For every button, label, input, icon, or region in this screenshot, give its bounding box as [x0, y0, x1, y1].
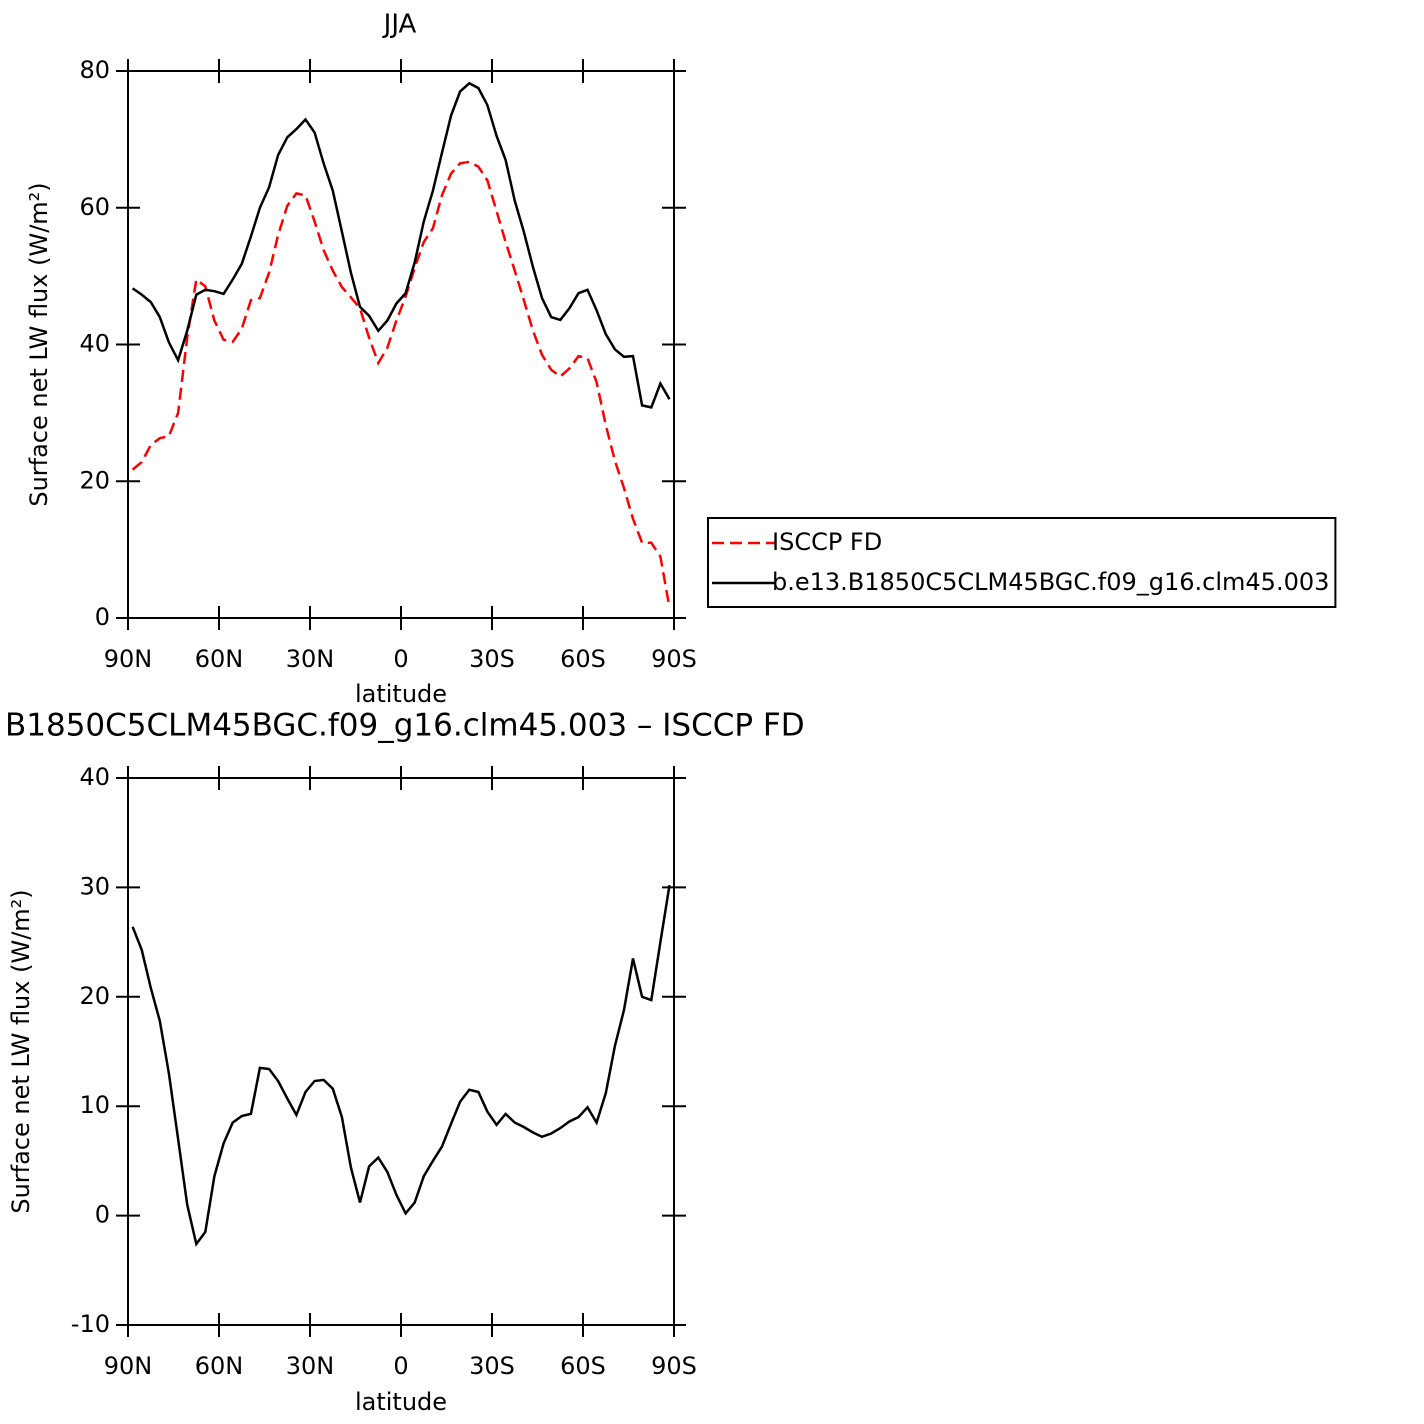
x-tick-label: 90S — [651, 1352, 697, 1380]
y-tick-label: 80 — [79, 56, 110, 84]
y-tick-label: 60 — [79, 193, 110, 221]
x-tick-label: 60S — [560, 645, 606, 673]
x-tick-label: 30N — [286, 645, 335, 673]
y-tick-label: 0 — [95, 1201, 110, 1229]
data-line — [131, 160, 671, 608]
y-tick-label: 40 — [79, 330, 110, 358]
x-axis-label: latitude — [355, 680, 447, 708]
chart-title: B1850C5CLM45BGC.f09_g16.clm45.003 – ISCC… — [5, 708, 805, 744]
y-tick-label: 40 — [79, 763, 110, 791]
x-tick-label: 30N — [286, 1352, 335, 1380]
y-tick-label: 0 — [95, 603, 110, 631]
y-axis-label: Surface net LW flux (W/m²) — [7, 889, 35, 1213]
x-tick-label: 90S — [651, 645, 697, 673]
x-tick-label: 0 — [393, 645, 408, 673]
y-axis-label: Surface net LW flux (W/m²) — [25, 182, 53, 506]
x-tick-label: 90N — [104, 1352, 153, 1380]
y-tick-label: 20 — [79, 466, 110, 494]
plot-frame — [127, 777, 675, 1326]
x-tick-label: 90N — [104, 645, 153, 673]
y-tick-label: 10 — [79, 1091, 110, 1119]
data-line — [131, 885, 671, 1247]
x-tick-label: 60S — [560, 1352, 606, 1380]
y-tick-label: 30 — [79, 872, 110, 900]
x-tick-label: 60N — [195, 645, 244, 673]
legend-box — [707, 517, 1337, 608]
x-tick-label: 0 — [393, 1352, 408, 1380]
x-axis-label: latitude — [355, 1388, 447, 1416]
data-line — [131, 81, 671, 409]
legend: ISCCP FD b.e13.B1850C5CLM45BGC.f09_g16.cl… — [707, 517, 1337, 608]
x-tick-label: 60N — [195, 1352, 244, 1380]
x-tick-label: 30S — [469, 1352, 515, 1380]
plot-frame — [127, 70, 675, 619]
legend-label: ISCCP FD — [772, 528, 882, 556]
x-tick-label: 30S — [469, 645, 515, 673]
legend-label: b.e13.B1850C5CLM45BGC.f09_g16.clm45.003 — [772, 568, 1329, 596]
chart-title: JJA — [382, 10, 417, 40]
y-tick-label: -10 — [71, 1310, 110, 1338]
y-tick-label: 20 — [79, 982, 110, 1010]
